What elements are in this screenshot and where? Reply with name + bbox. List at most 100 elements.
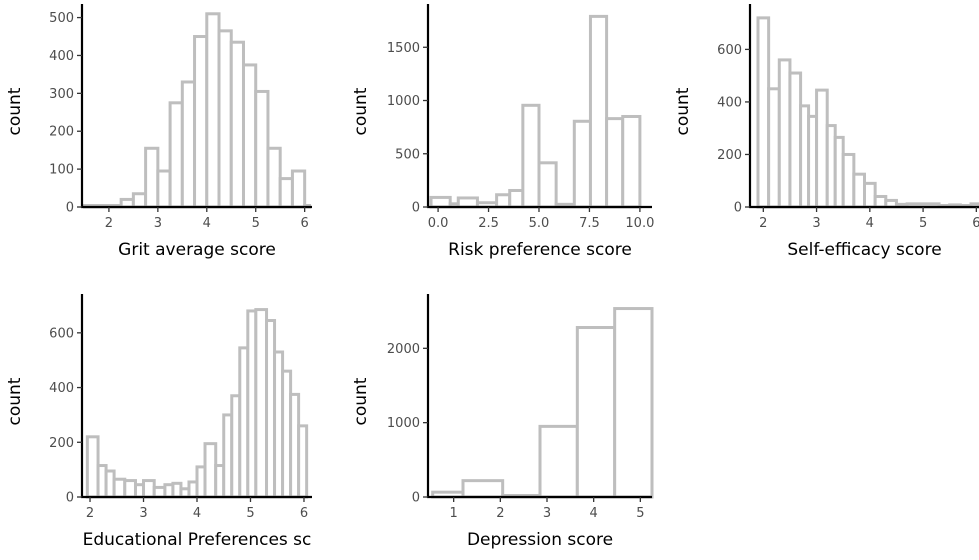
y-tick-label: 200 bbox=[49, 436, 74, 451]
x-tick-label: 4 bbox=[193, 506, 201, 521]
y-tick-label: 0 bbox=[66, 201, 74, 216]
x-tick-label: 1 bbox=[450, 506, 458, 521]
histogram-panel-1: 0 100 200 300 400 500 2 3 4 5 6 Grit average score c… bbox=[5, 4, 312, 260]
x-tick-label: 4 bbox=[590, 506, 598, 521]
histogram-bar bbox=[613, 307, 654, 499]
x-tick-label: 6 bbox=[301, 216, 309, 231]
histogram-bar bbox=[180, 80, 197, 209]
histogram-bar bbox=[254, 308, 269, 499]
histogram-bar bbox=[203, 442, 218, 499]
y-tick-label: 200 bbox=[717, 148, 742, 163]
histogram-panel-5: 0 1000 2000 1 2 3 4 5 Depression score count bbox=[351, 294, 654, 550]
y-tick-label: 400 bbox=[49, 49, 74, 64]
x-tick-label: 2 bbox=[496, 506, 504, 521]
y-tick-label: 400 bbox=[49, 381, 74, 396]
x-tick-label: 5.0 bbox=[529, 216, 550, 231]
x-axis-label: Self-efficacy score bbox=[787, 240, 941, 260]
y-tick-label: 500 bbox=[49, 11, 74, 26]
histogram-bar bbox=[168, 101, 184, 209]
histogram-bar bbox=[538, 424, 579, 499]
x-axis-label: Depression score bbox=[467, 530, 613, 550]
histogram-bar bbox=[777, 58, 792, 209]
histogram-bar bbox=[229, 40, 245, 209]
y-tick-label: 500 bbox=[395, 147, 420, 162]
y-tick-label: 300 bbox=[49, 87, 74, 102]
y-axis-label: count bbox=[5, 87, 25, 135]
histogram-bar bbox=[841, 152, 856, 209]
x-tick-label: 2 bbox=[105, 216, 113, 231]
y-tick-label: 0 bbox=[412, 491, 420, 506]
histogram-bar bbox=[152, 485, 167, 499]
histogram-bar bbox=[873, 194, 888, 209]
y-tick-label: 1000 bbox=[387, 94, 420, 109]
histogram-bar bbox=[217, 29, 233, 209]
y-tick-label: 600 bbox=[717, 43, 742, 58]
histogram-bar bbox=[621, 114, 642, 209]
y-tick-label: 200 bbox=[49, 125, 74, 140]
x-tick-label: 2 bbox=[759, 216, 767, 231]
x-tick-label: 5 bbox=[919, 216, 927, 231]
x-tick-label: 3 bbox=[154, 216, 162, 231]
histogram-bar bbox=[112, 477, 127, 499]
histogram-bar bbox=[278, 177, 294, 209]
x-tick-label: 3 bbox=[139, 506, 147, 521]
x-tick-label: 4 bbox=[203, 216, 211, 231]
y-axis-label: count bbox=[673, 87, 693, 135]
histogram-bar bbox=[588, 14, 609, 209]
x-tick-label: 5 bbox=[636, 506, 644, 521]
y-axis-label: count bbox=[351, 87, 371, 135]
histogram-bar bbox=[205, 12, 221, 209]
histogram-bar bbox=[144, 146, 160, 209]
histogram-bar bbox=[123, 479, 137, 499]
y-tick-label: 600 bbox=[49, 326, 74, 341]
histogram-panel-4: 0 200 400 600 2 3 4 5 6 Educational Preferences s… bbox=[5, 294, 312, 550]
x-tick-label: 5 bbox=[246, 506, 254, 521]
histogram-bar bbox=[266, 146, 282, 209]
y-tick-label: 1000 bbox=[387, 416, 420, 431]
histogram-bar bbox=[605, 117, 625, 209]
x-axis-label: Risk preference score bbox=[448, 240, 632, 260]
y-tick-label: 400 bbox=[717, 95, 742, 110]
histogram-bar bbox=[863, 181, 877, 209]
y-tick-label: 2000 bbox=[387, 342, 420, 357]
histogram-bar bbox=[297, 424, 309, 499]
x-tick-label: 6 bbox=[972, 216, 979, 231]
histogram-bar bbox=[290, 169, 307, 209]
histogram-bar bbox=[852, 172, 866, 209]
histogram-bar bbox=[429, 195, 452, 209]
y-tick-label: 1500 bbox=[387, 41, 420, 56]
histogram-bar bbox=[767, 87, 781, 209]
histogram-bar bbox=[815, 88, 829, 209]
histogram-bar bbox=[241, 63, 258, 209]
histogram-panel-3: 0 200 400 600 2 3 4 5 6 Self-efficacy score count bbox=[673, 4, 979, 260]
histogram-bar bbox=[85, 435, 100, 499]
y-tick-label: 100 bbox=[49, 163, 74, 178]
y-tick-label: 0 bbox=[734, 201, 742, 216]
x-tick-label: 10.0 bbox=[625, 216, 654, 231]
histogram-bar bbox=[495, 193, 512, 209]
histogram-bar bbox=[575, 326, 617, 499]
histogram-bar bbox=[572, 119, 592, 209]
histogram-bar bbox=[156, 169, 172, 209]
histogram-bar bbox=[254, 89, 270, 209]
x-tick-label: 2 bbox=[86, 506, 94, 521]
histogram-bar bbox=[508, 188, 525, 209]
x-tick-label: 7.5 bbox=[579, 216, 600, 231]
x-axis-label: Grit average score bbox=[118, 240, 276, 260]
histogram-panel-2: 0 500 1000 1500 0.0 2.5 5.0 7.5 10.0 Risk prefere… bbox=[351, 4, 654, 260]
x-tick-label: 6 bbox=[300, 506, 308, 521]
histogram-bar bbox=[788, 71, 803, 209]
x-tick-label: 3 bbox=[812, 216, 820, 231]
x-tick-label: 4 bbox=[866, 216, 874, 231]
x-axis-label: Educational Preferences sc bbox=[83, 530, 312, 550]
histogram-bar bbox=[456, 196, 479, 209]
histogram-bar bbox=[461, 479, 505, 499]
histogram-bar bbox=[521, 103, 541, 209]
y-axis-label: count bbox=[5, 377, 25, 425]
histogram-bar bbox=[193, 35, 209, 209]
x-tick-label: 3 bbox=[543, 506, 551, 521]
y-tick-label: 0 bbox=[412, 201, 420, 216]
x-tick-label: 5 bbox=[252, 216, 260, 231]
y-axis-label: count bbox=[351, 377, 371, 425]
